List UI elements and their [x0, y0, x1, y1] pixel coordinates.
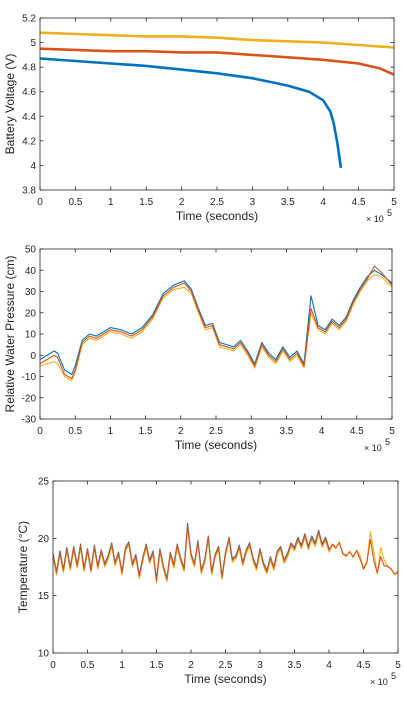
x-tick-label: 4.5	[357, 660, 371, 671]
x-tick-label: 5	[389, 426, 395, 437]
y-tick-label: 4	[30, 161, 36, 172]
y-axis-label: Temperature (°C)	[16, 521, 30, 613]
series-line-1	[40, 273, 392, 382]
y-tick-label: 30	[25, 287, 37, 298]
y-tick-label: 4.8	[22, 63, 36, 74]
x-tick-label: 1.5	[150, 660, 164, 671]
x-axis-label: Time (seconds)	[175, 438, 257, 452]
x-multiplier-exponent: 5	[387, 208, 392, 218]
series-line-3	[40, 57, 343, 169]
x-tick-label: 0.5	[68, 197, 82, 208]
x-tick-label: 2.5	[219, 660, 233, 671]
x-tick-label: 0	[50, 660, 56, 671]
series-line-2	[40, 47, 394, 76]
x-tick-label: 2	[178, 426, 184, 437]
y-tick-label: 20	[38, 534, 50, 545]
x-tick-label: 4.5	[350, 426, 364, 437]
x-tick-label: 2	[179, 197, 185, 208]
x-tick-label: 1.5	[139, 197, 153, 208]
x-tick-label: 2.5	[209, 426, 223, 437]
chart-3: 0 0.5 1 1.5 2 2.5 3 3.5 4 4.5 5 10 15 20 25 Time (secon…	[16, 477, 401, 688]
x-tick-label: 3.5	[279, 426, 293, 437]
chart-1: 0 0.5 1 1.5 2 2.5 3 3.5 4 4.5 5 3.8 4 4.2 4.4 4.6 4.8 5 5.…	[3, 14, 397, 225]
y-tick-label: 5.2	[22, 14, 36, 25]
series-line-3	[40, 265, 392, 380]
x-axis-label: Time (seconds)	[176, 209, 258, 223]
x-tick-label: 3	[250, 197, 256, 208]
x-tick-label: 1	[108, 197, 114, 208]
x-tick-label: 3.5	[288, 660, 302, 671]
x-multiplier-label: × 10	[366, 214, 384, 224]
y-tick-label: -30	[22, 415, 37, 426]
y-tick-label: 4.6	[22, 87, 36, 98]
x-tick-label: 1	[108, 426, 114, 437]
x-tick-label: 4	[326, 660, 332, 671]
x-tick-label: 4.5	[352, 197, 366, 208]
chart-2: 0 0.5 1 1.5 2 2.5 3 3.5 4 4.5 5 -30 -20 -10 0 10 20 30 40 5…	[3, 245, 395, 454]
y-tick-label: 10	[25, 330, 37, 341]
y-axis-label: Battery Voltage (V)	[3, 54, 17, 155]
x-multiplier-label: × 10	[364, 443, 382, 453]
y-tick-label: 25	[38, 477, 50, 488]
series-line-3	[53, 525, 398, 582]
x-tick-label: 4	[319, 426, 325, 437]
y-tick-label: 4.4	[22, 112, 36, 123]
y-tick-label: 4.2	[22, 136, 36, 147]
y-tick-label: 20	[25, 308, 37, 319]
x-tick-label: 1.5	[139, 426, 153, 437]
x-tick-label: 1	[119, 660, 125, 671]
y-tick-label: -20	[22, 393, 37, 404]
x-tick-label: 2.5	[210, 197, 224, 208]
y-tick-label: 0	[30, 351, 36, 362]
x-tick-label: 5	[395, 660, 401, 671]
y-tick-label: 3.8	[22, 186, 36, 197]
y-tick-label: 50	[25, 245, 37, 256]
x-tick-label: 3	[257, 660, 263, 671]
x-multiplier-label: × 10	[370, 677, 388, 687]
series-line-1	[40, 31, 394, 49]
y-tick-label: 15	[38, 591, 50, 602]
x-tick-label: 3.5	[281, 197, 295, 208]
x-tick-label: 3	[248, 426, 254, 437]
y-tick-label: 5	[30, 38, 36, 49]
x-multiplier-exponent: 5	[391, 671, 396, 681]
x-tick-label: 2	[188, 660, 194, 671]
y-tick-label: -10	[22, 372, 37, 383]
x-axis-label: Time (seconds)	[184, 672, 266, 686]
x-multiplier-exponent: 5	[385, 437, 390, 447]
x-tick-label: 5	[391, 197, 397, 208]
y-tick-label: 40	[25, 266, 37, 277]
x-tick-label: 0.5	[68, 426, 82, 437]
x-tick-label: 0	[37, 197, 43, 208]
x-tick-label: 4	[320, 197, 326, 208]
y-axis-label: Relative Water Pressure (cm)	[3, 256, 17, 413]
x-tick-label: 0.5	[81, 660, 95, 671]
series-line-2	[40, 269, 392, 375]
x-tick-label: 0	[37, 426, 43, 437]
y-tick-label: 10	[38, 649, 50, 660]
